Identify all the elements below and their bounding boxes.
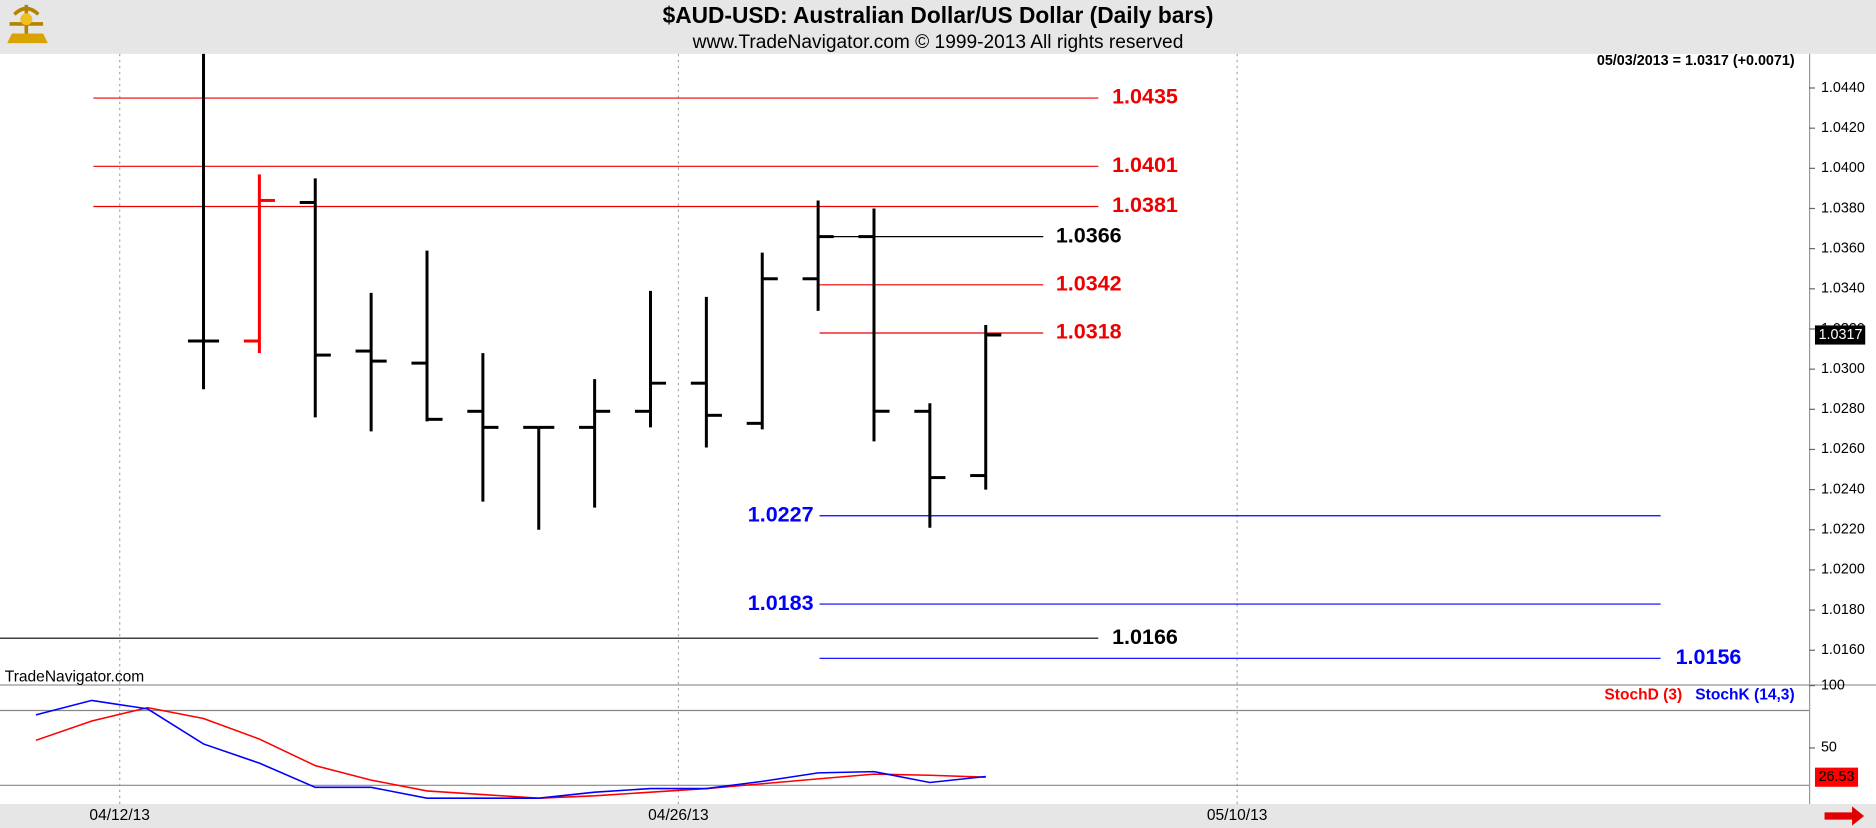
y-tick-label: 1.0340 (1821, 281, 1865, 297)
y-tick-label: 1.0200 (1821, 562, 1865, 578)
level-label: 1.0381 (1112, 193, 1178, 217)
y-tick-label: 1.0300 (1821, 361, 1865, 377)
y-tick-label: 1.0380 (1821, 200, 1865, 216)
x-tick-label: 04/12/13 (89, 807, 150, 824)
y-tick-label: 1.0220 (1821, 522, 1865, 538)
y-tick-label: 1.0260 (1821, 441, 1865, 457)
y-tick-label: 1.0440 (1821, 80, 1865, 96)
stoch-line (35, 706, 986, 799)
last-value-box (1814, 767, 1859, 787)
axis-panel (1809, 53, 1876, 805)
x-tick-label: 05/10/13 (1207, 807, 1268, 824)
y-tick-label: 1.0280 (1821, 401, 1865, 417)
y-tick-label: 1.0420 (1821, 120, 1865, 136)
legend-entry: StochD (3) (1604, 686, 1682, 703)
y-tick-label: 100 (1821, 677, 1845, 693)
y-tick-label: 1.0160 (1821, 642, 1865, 658)
level-label: 1.0227 (748, 502, 814, 526)
chart-subtitle: www.TradeNavigator.com © 1999-2013 All r… (692, 32, 1184, 53)
level-label: 1.0183 (748, 591, 814, 615)
stoch-line (35, 699, 986, 799)
y-tick-label: 1.0400 (1821, 160, 1865, 176)
stoch-panel (0, 685, 1809, 805)
logo (7, 4, 48, 44)
last-price-label: 1.0317 (1819, 327, 1863, 343)
y-tick-label: 1.0180 (1821, 602, 1865, 618)
last-value-label: 26.53 (1819, 769, 1855, 785)
status-text: 05/03/2013 = 1.0317 (+0.0071) (1597, 53, 1795, 69)
last-price-box (1814, 325, 1866, 345)
y-tick-label: 1.0360 (1821, 240, 1865, 256)
price-panel (0, 53, 1809, 685)
level-label: 1.0401 (1112, 153, 1178, 177)
y-tick-label: 50 (1821, 740, 1837, 756)
y-tick-label: 1.0240 (1821, 481, 1865, 497)
level-label: 1.0156 (1676, 645, 1742, 669)
x-tick-label: 04/26/13 (648, 807, 709, 824)
scroll-arrow[interactable] (1824, 806, 1865, 826)
source-label: TradeNavigator.com (5, 668, 144, 685)
level-label: 1.0342 (1056, 271, 1122, 295)
legend-entry: StochK (14,3) (1695, 686, 1794, 703)
level-label: 1.0166 (1112, 625, 1178, 649)
level-label: 1.0435 (1112, 85, 1178, 109)
level-label: 1.0366 (1056, 223, 1122, 247)
chart-title: $AUD-USD: Australian Dollar/US Dollar (D… (663, 2, 1214, 28)
level-label: 1.0318 (1056, 320, 1122, 344)
